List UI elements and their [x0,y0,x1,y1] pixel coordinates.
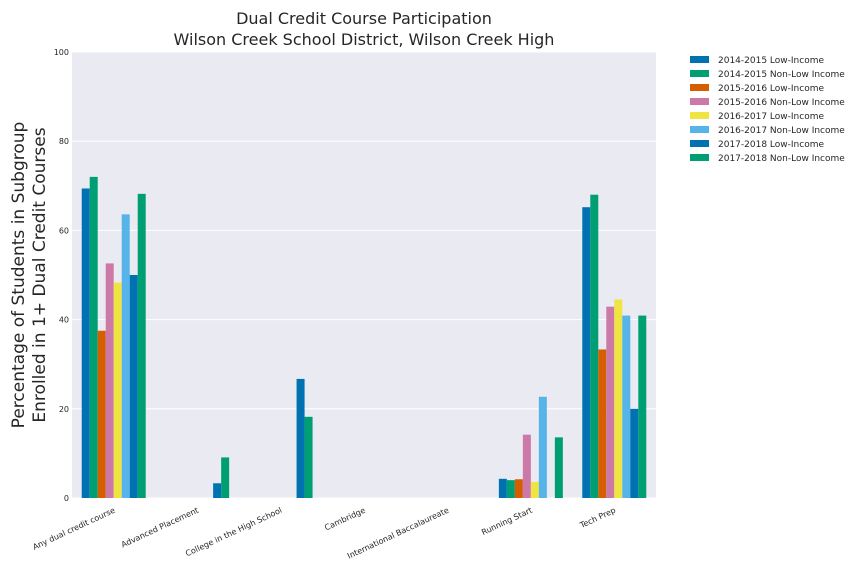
bar [622,315,631,498]
plot-area [72,52,656,498]
y-tick-label: 20 [59,405,69,414]
bar [97,330,106,498]
bar [554,437,563,498]
x-tick-label: Cambridge [323,506,367,533]
y-tick-label: 100 [54,48,69,57]
y-axis-label-line-2: Enrolled in 1+ Dual Credit Courses [30,127,50,422]
bar [137,193,146,498]
bar [221,457,230,498]
bar [129,275,138,498]
legend-swatch [690,112,709,119]
bars [81,176,647,498]
bar [614,299,623,498]
y-axis-label-line-1: Percentage of Students in Subgroup [9,122,29,429]
chart-title-line-2: Wilson Creek School District, Wilson Cre… [174,30,555,49]
y-tick-label: 80 [59,137,69,146]
x-tick-label: Any dual credit course [31,506,116,552]
legend-swatch [690,56,709,63]
bar [530,481,539,498]
legend-label: 2016-2017 Non-Low Income [718,126,845,136]
chart-title-line-1: Dual Credit Course Participation [236,9,492,28]
bar [514,479,523,498]
bar [498,478,507,498]
legend-label: 2015-2016 Non-Low Income [718,98,845,108]
legend-label: 2017-2018 Low-Income [718,140,824,150]
bar [598,349,607,498]
bar [81,188,90,498]
y-tick-label: 0 [64,494,69,503]
x-tick-label: Advanced Placement [120,506,200,550]
legend-swatch [690,154,709,161]
bar [121,214,130,498]
x-tick-labels: Any dual credit course Advanced Placement… [31,506,617,561]
legend-label: 2014-2015 Non-Low Income [718,70,845,80]
bar [296,378,305,498]
legend-swatch [690,140,709,147]
legend-label: 2015-2016 Low-Income [718,84,824,94]
bar [113,282,122,498]
bar [522,434,531,498]
y-tick-labels: 0 20 40 60 80 100 [54,48,69,503]
legend-swatch [690,70,709,77]
x-tick-label: Tech Prep [578,506,617,531]
legend-label: 2014-2015 Low-Income [718,56,824,66]
legend-label: 2017-2018 Non-Low Income [718,154,845,164]
bar [538,396,547,498]
bar [105,263,114,498]
bar [213,483,222,498]
bar [606,306,615,498]
legend-swatch [690,84,709,91]
x-tick-label: Running Start [480,506,534,537]
y-tick-label: 60 [59,226,69,235]
bar [582,207,591,498]
bar [89,176,98,498]
legend-swatch [690,126,709,133]
legend-swatch [690,98,709,105]
legend-label: 2016-2017 Low-Income [718,112,824,122]
bar [590,194,599,498]
bar [630,408,639,498]
bar [638,315,647,498]
y-tick-label: 40 [59,316,69,325]
legend: 2014-2015 Low-Income 2014-2015 Non-Low In… [690,56,845,164]
bar [304,416,313,498]
bar [506,480,515,498]
